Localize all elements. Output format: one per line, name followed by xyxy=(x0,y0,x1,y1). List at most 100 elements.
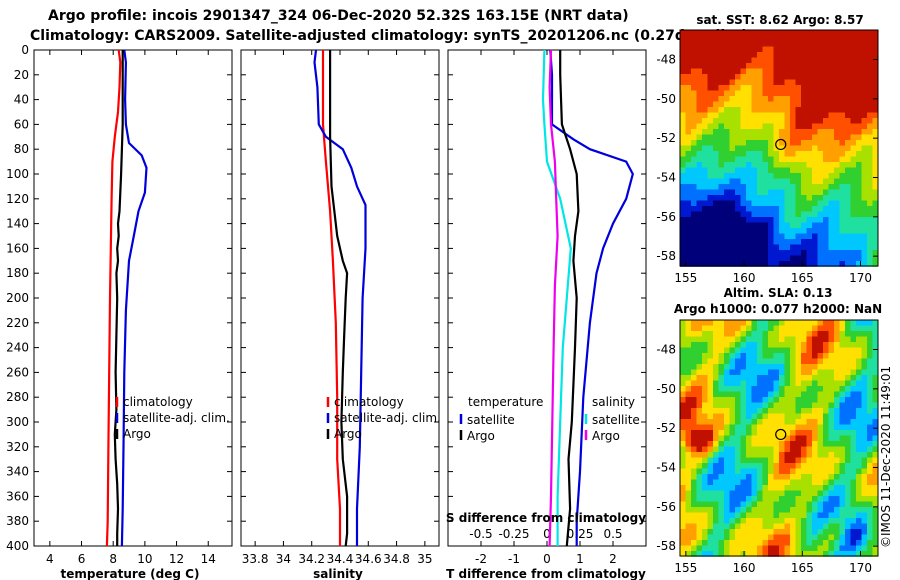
map-cell xyxy=(702,63,708,69)
map-cell xyxy=(801,463,807,469)
map-cell xyxy=(801,380,807,387)
map-cell xyxy=(757,507,763,513)
map-cell xyxy=(867,468,873,475)
map-cell xyxy=(757,85,763,91)
map-cell xyxy=(718,57,725,64)
map-cell xyxy=(718,430,725,436)
map-cell xyxy=(834,200,840,207)
map-cell xyxy=(696,391,703,398)
map-cell xyxy=(691,239,697,245)
map-cell xyxy=(834,452,840,458)
map-cell xyxy=(707,189,714,196)
map-cell xyxy=(845,457,851,464)
map-cell xyxy=(735,435,741,442)
map-cell xyxy=(751,140,758,146)
map-cell xyxy=(817,184,824,190)
map-cell xyxy=(872,364,879,370)
map-cell xyxy=(685,96,692,102)
map-cell xyxy=(762,496,769,502)
map-cell xyxy=(713,380,719,387)
map-cell xyxy=(828,397,835,403)
map-cell xyxy=(795,342,802,348)
map-cell xyxy=(806,413,813,420)
map-cell xyxy=(751,485,758,491)
map-cell xyxy=(823,424,829,431)
map-cell xyxy=(823,151,829,157)
map-cell xyxy=(856,167,862,174)
map-cell xyxy=(707,336,714,343)
map-cell xyxy=(768,408,774,414)
map-cell xyxy=(779,369,785,376)
map-cell xyxy=(817,496,824,502)
map-cell xyxy=(817,178,824,185)
map-cell xyxy=(691,534,697,541)
map-cell xyxy=(812,195,818,201)
map-cell xyxy=(762,540,769,546)
map-x-tick-label: 160 xyxy=(733,561,756,575)
map-cell xyxy=(806,200,813,207)
map-cell xyxy=(729,479,736,486)
map-cell xyxy=(812,255,818,262)
map-cell xyxy=(828,222,835,229)
map-cell xyxy=(735,375,741,381)
y-tick-label: 20 xyxy=(14,68,29,82)
map-cell xyxy=(718,468,725,475)
map-cell xyxy=(707,233,714,240)
map-cell xyxy=(707,151,714,157)
header-line-2: Climatology: CARS2009. Satellite-adjuste… xyxy=(30,28,748,44)
map-cell xyxy=(801,413,807,420)
map-cell xyxy=(795,250,802,256)
y-tick-label: 40 xyxy=(14,93,29,107)
map-cell xyxy=(801,540,807,546)
map-cell xyxy=(718,211,725,218)
map-cell xyxy=(707,228,714,234)
map-cell xyxy=(845,129,851,135)
map-cell xyxy=(740,74,747,80)
map-cell xyxy=(757,551,763,557)
map-cell xyxy=(839,239,846,245)
map-cell xyxy=(839,52,846,58)
map-cell xyxy=(773,68,780,75)
map-cell xyxy=(834,57,840,64)
map-cell xyxy=(718,85,725,91)
map-cell xyxy=(729,156,736,163)
map-cell xyxy=(784,134,791,141)
map-cell xyxy=(762,123,769,130)
map-cell xyxy=(740,195,747,201)
map-cell xyxy=(702,239,708,245)
map-cell xyxy=(839,107,846,113)
map-cell xyxy=(773,419,780,425)
map-cell xyxy=(691,112,697,119)
map-cell xyxy=(740,364,747,370)
map-cell xyxy=(680,452,686,458)
map-cell xyxy=(790,430,796,436)
map-cell xyxy=(867,518,873,524)
map-cell xyxy=(812,74,818,80)
map-cell xyxy=(685,90,692,97)
map-cell xyxy=(751,57,758,64)
map-cell xyxy=(691,85,697,91)
map-cell xyxy=(812,250,818,256)
map-cell xyxy=(713,250,719,256)
map-cell xyxy=(867,551,873,557)
map-cell xyxy=(790,101,796,108)
map-cell xyxy=(856,35,862,42)
map-cell xyxy=(762,380,769,387)
map-cell xyxy=(740,57,747,64)
map-cell xyxy=(702,468,708,475)
map-cell xyxy=(735,358,741,365)
map-cell xyxy=(680,96,686,102)
map-cell xyxy=(768,107,774,113)
map-cell xyxy=(685,195,692,201)
map-cell xyxy=(729,145,736,152)
map-cell xyxy=(872,490,879,497)
map-cell xyxy=(773,239,780,245)
map-cell xyxy=(806,79,813,86)
map-cell xyxy=(790,529,796,535)
map-cell xyxy=(856,336,862,343)
map-cell xyxy=(757,112,763,119)
map-cell xyxy=(795,540,802,546)
map-cell xyxy=(784,206,791,212)
map-cell xyxy=(685,250,692,256)
